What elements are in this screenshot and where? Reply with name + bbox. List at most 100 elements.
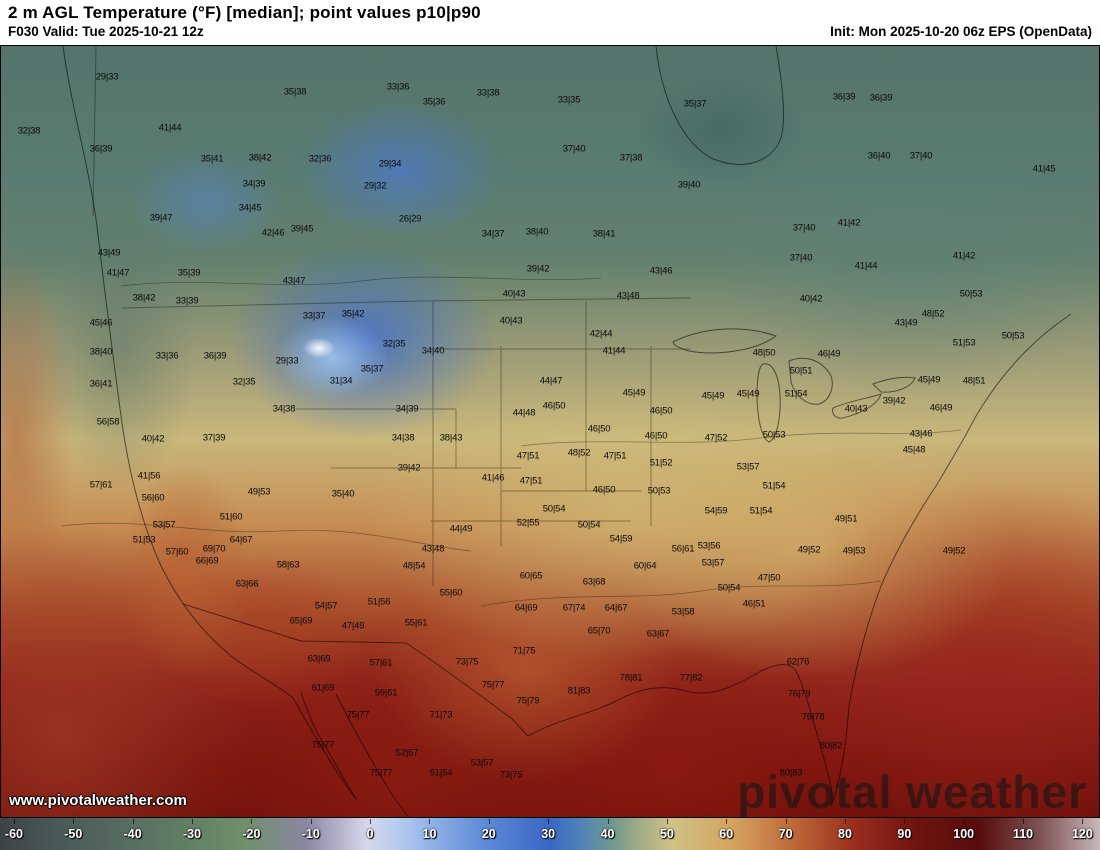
point-value: 57|60 xyxy=(165,546,189,558)
point-value: 75|77 xyxy=(481,679,505,691)
point-value: 53|57 xyxy=(470,757,494,769)
point-value: 29|32 xyxy=(363,180,387,192)
point-value: 47|51 xyxy=(516,450,540,462)
point-value: 37|40 xyxy=(909,150,933,162)
point-value: 75|79 xyxy=(516,695,540,707)
point-value: 31|34 xyxy=(329,375,353,387)
point-value: 34|39 xyxy=(242,178,266,190)
point-value: 39|47 xyxy=(149,212,173,224)
point-value: 32|35 xyxy=(382,338,406,350)
point-value: 69|70 xyxy=(202,543,226,555)
point-value: 36|41 xyxy=(89,378,113,390)
point-value: 40|42 xyxy=(141,433,165,445)
point-value: 65|70 xyxy=(587,625,611,637)
point-value: 55|60 xyxy=(439,587,463,599)
point-value: 41|47 xyxy=(106,267,130,279)
colorbar-tickmark xyxy=(844,819,846,824)
colorbar-tickmark xyxy=(666,819,668,824)
point-value: 50|51 xyxy=(789,365,813,377)
point-value: 36|40 xyxy=(867,150,891,162)
point-value: 43|46 xyxy=(909,428,933,440)
point-value: 34|37 xyxy=(481,228,505,240)
colorbar-tick-label: 10 xyxy=(422,827,437,841)
point-value: 42|46 xyxy=(261,227,285,239)
colorbar-tickmark xyxy=(370,819,372,824)
point-value: 42|44 xyxy=(589,328,613,340)
state-borders xyxy=(92,46,692,586)
point-value: 64|67 xyxy=(604,602,628,614)
point-value: 44|48 xyxy=(512,407,536,419)
point-value: 54|59 xyxy=(609,533,633,545)
point-value: 47|49 xyxy=(341,620,365,632)
point-value: 63|68 xyxy=(582,576,606,588)
point-value: 77|82 xyxy=(679,672,703,684)
watermark-logo: pivotal weather xyxy=(737,766,1087,818)
colorbar-tick-label: 110 xyxy=(1012,827,1034,841)
point-value: 63|67 xyxy=(646,628,670,640)
point-value: 32|36 xyxy=(308,153,332,165)
point-value: 34|40 xyxy=(421,345,445,357)
colorbar-tick-label: 60 xyxy=(719,827,734,841)
point-value: 47|51 xyxy=(519,475,543,487)
colorbar-tick-label: 120 xyxy=(1071,827,1093,841)
colorbar-tickmark xyxy=(192,819,194,824)
point-value: 52|57 xyxy=(395,747,419,759)
point-value: 33|35 xyxy=(557,94,581,106)
point-value: 63|66 xyxy=(235,578,259,590)
point-value: 29|33 xyxy=(95,71,119,83)
point-value: 46|49 xyxy=(929,402,953,414)
point-value: 50|54 xyxy=(577,519,601,531)
point-value: 73|75 xyxy=(499,769,523,781)
point-value: 33|36 xyxy=(386,81,410,93)
point-value: 48|54 xyxy=(402,560,426,572)
point-value: 50|53 xyxy=(762,429,786,441)
point-value: 37|40 xyxy=(789,252,813,264)
point-value: 26|29 xyxy=(398,213,422,225)
map-overlay xyxy=(60,46,1072,817)
point-value: 48|52 xyxy=(567,447,591,459)
init-time-label: Init: Mon 2025-10-20 06z EPS (OpenData) xyxy=(830,24,1092,39)
colorbar-tickmark xyxy=(251,819,253,824)
point-value: 47|51 xyxy=(603,450,627,462)
point-value: 41|42 xyxy=(837,217,861,229)
point-value: 37|39 xyxy=(202,432,226,444)
point-value: 36|39 xyxy=(869,92,893,104)
point-value: 34|38 xyxy=(272,403,296,415)
point-value: 46|50 xyxy=(649,405,673,417)
point-value: 32|38 xyxy=(17,125,41,137)
point-value: 32|35 xyxy=(232,376,256,388)
colorbar-tick-label: -30 xyxy=(182,827,202,841)
point-value: 63|69 xyxy=(307,653,331,665)
point-value: 75|77 xyxy=(346,709,370,721)
point-value: 50|53 xyxy=(959,288,983,300)
point-value: 53|57 xyxy=(152,519,176,531)
point-value: 47|50 xyxy=(757,572,781,584)
point-value: 39|42 xyxy=(526,263,550,275)
point-value: 52|55 xyxy=(516,517,540,529)
colorbar-gradient xyxy=(0,818,1100,850)
colorbar-tick-label: 90 xyxy=(897,827,912,841)
point-value: 46|49 xyxy=(817,348,841,360)
colorbar-tickmark xyxy=(13,819,15,824)
point-value: 45|46 xyxy=(89,317,113,329)
point-value: 73|75 xyxy=(455,656,479,668)
colorbar-tick-label: -20 xyxy=(242,827,261,841)
point-value: 44|49 xyxy=(449,523,473,535)
point-value: 37|40 xyxy=(792,222,816,234)
point-value: 38|42 xyxy=(132,292,156,304)
point-value: 41|44 xyxy=(158,122,182,134)
point-value: 40|43 xyxy=(499,315,523,327)
point-value: 34|45 xyxy=(238,202,262,214)
point-value: 34|39 xyxy=(395,403,419,415)
colorbar-tick-label: 40 xyxy=(600,827,615,841)
point-value: 51|53 xyxy=(952,337,976,349)
point-value: 43|48 xyxy=(616,290,640,302)
point-value: 54|59 xyxy=(704,505,728,517)
point-value: 38|40 xyxy=(89,346,113,358)
point-value: 46|50 xyxy=(592,484,616,496)
point-value: 35|41 xyxy=(200,153,224,165)
point-value: 57|61 xyxy=(89,479,113,491)
point-value: 37|40 xyxy=(562,143,586,155)
point-value: 38|43 xyxy=(439,432,463,444)
point-value: 41|45 xyxy=(1032,163,1056,175)
